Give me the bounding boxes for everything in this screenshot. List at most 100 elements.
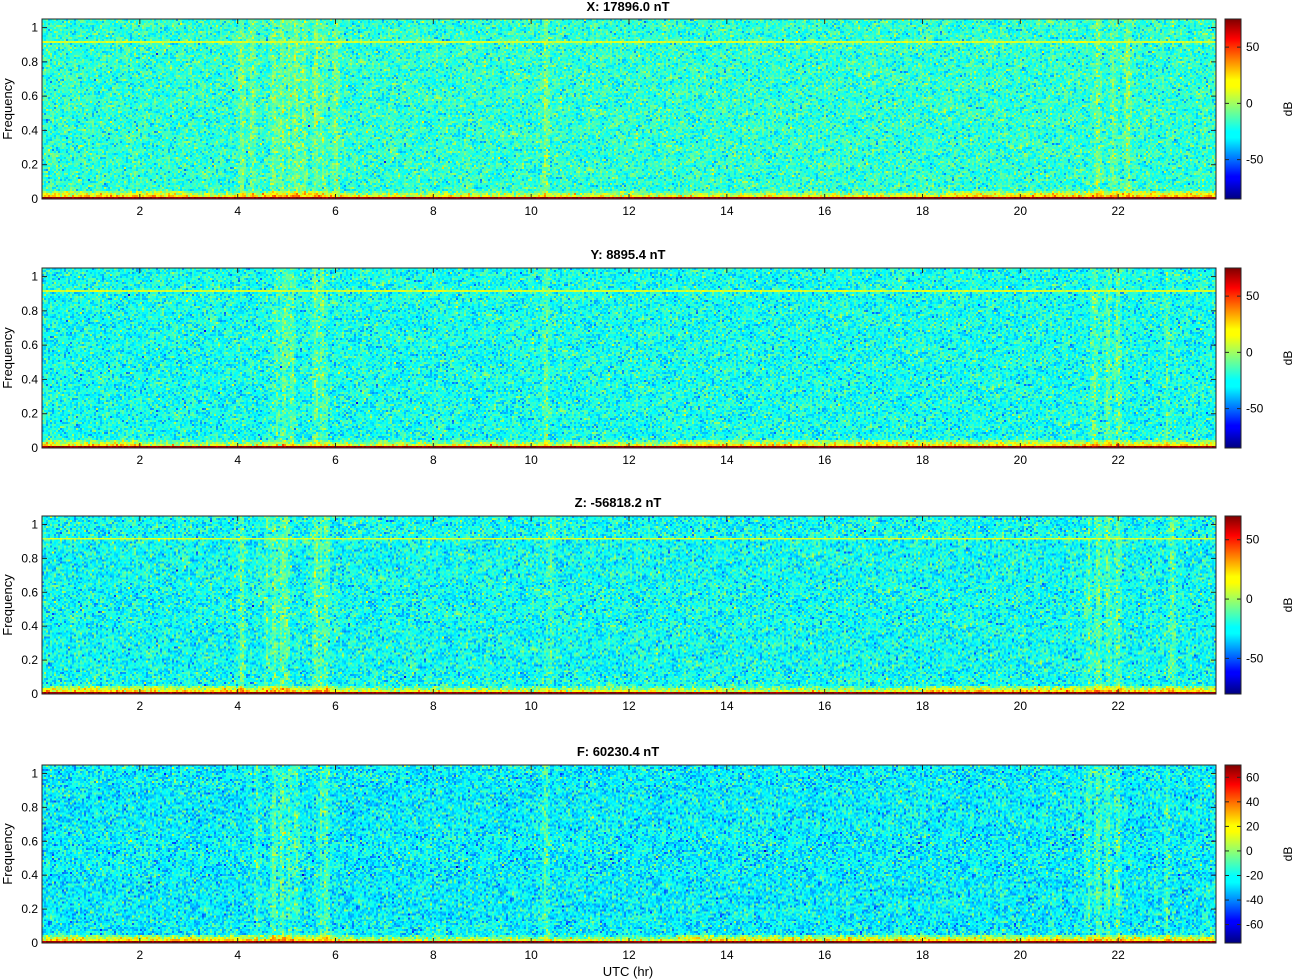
colorbar xyxy=(1224,515,1242,695)
colorbar-tick-label: -60 xyxy=(1246,918,1264,932)
x-tick-label: 14 xyxy=(720,453,734,467)
colorbar-tick-label: 0 xyxy=(1246,96,1253,110)
y-tick-label: 0.8 xyxy=(21,551,38,565)
y-ticks: 0 0.2 0.4 0.6 0.8 1 xyxy=(21,21,1216,206)
x-tick-label: 12 xyxy=(622,948,636,962)
x-tick-label: 10 xyxy=(524,948,538,962)
y-tick-label: 1 xyxy=(31,766,38,780)
y-ticks: 0 0.2 0.4 0.6 0.8 1 xyxy=(21,517,1216,701)
x-tick-label: 18 xyxy=(916,948,930,962)
x-axis-label: UTC (hr) xyxy=(603,964,654,979)
colorbar-tick-label: -50 xyxy=(1246,402,1264,416)
y-axis-label: Frequency xyxy=(0,78,15,140)
x-tick-label: 12 xyxy=(622,453,636,467)
panel-title: X: 17896.0 nT xyxy=(586,0,669,14)
y-tick-label: 0 xyxy=(31,441,38,455)
x-tick-label: 22 xyxy=(1111,948,1125,962)
x-ticks: 2 4 6 8 10 12 14 16 18 20 22 xyxy=(136,19,1125,218)
y-axis-label: Frequency xyxy=(0,574,15,636)
panel-title: F: 60230.4 nT xyxy=(577,744,659,759)
colorbar-label: dB xyxy=(1281,847,1295,862)
colorbar-label: dB xyxy=(1281,598,1295,613)
x-tick-label: 20 xyxy=(1014,948,1028,962)
colorbar xyxy=(1224,18,1242,200)
y-tick-label: 0 xyxy=(31,936,38,950)
colorbar-ticks: -60 -40 -20 0 20 40 60 xyxy=(1225,770,1264,932)
y-tick-label: 0.4 xyxy=(21,868,38,882)
x-tick-label: 14 xyxy=(720,699,734,713)
colorbar-tick-label: -40 xyxy=(1246,893,1264,907)
panel-title: Z: -56818.2 nT xyxy=(575,495,662,510)
y-ticks: 0 0.2 0.4 0.6 0.8 1 xyxy=(21,766,1216,950)
y-tick-label: 0.2 xyxy=(21,407,38,421)
panel-z: Z: -56818.2 nT 2 4 6 8 10 12 14 16 18 20 22 00.20.… xyxy=(0,495,1295,713)
y-tick-label: 0.2 xyxy=(21,902,38,916)
panel-y: Y: 8895.4 nT 2 4 6 8 10 12 14 16 18 20 22 00.20.40… xyxy=(0,247,1295,467)
colorbar-tick-label: 50 xyxy=(1246,289,1260,303)
colorbar-label: dB xyxy=(1281,351,1295,366)
spectrogram-image xyxy=(42,268,1216,448)
y-tick-label: 0.6 xyxy=(21,89,38,103)
x-tick-label: 8 xyxy=(430,948,437,962)
y-tick-label: 0 xyxy=(31,687,38,701)
panel-title: Y: 8895.4 nT xyxy=(591,247,666,262)
x-tick-label: 8 xyxy=(430,699,437,713)
colorbar-tick-label: -20 xyxy=(1246,868,1264,882)
y-tick-label: 0.8 xyxy=(21,304,38,318)
colorbar-tick-label: 60 xyxy=(1246,770,1260,784)
x-tick-label: 2 xyxy=(136,699,143,713)
y-ticks: 0 0.2 0.4 0.6 0.8 1 xyxy=(21,270,1216,455)
x-tick-label: 20 xyxy=(1014,204,1028,218)
colorbar-tick-label: 0 xyxy=(1246,345,1253,359)
panel-x: X: 17896.0 nT 2 4 6 8 10 12 14 16 18 20 22 00.20.4… xyxy=(0,0,1295,218)
y-tick-label: 0.6 xyxy=(21,834,38,848)
colorbar-tick-label: 0 xyxy=(1246,844,1253,858)
x-tick-label: 22 xyxy=(1111,699,1125,713)
colorbar-ticks: -50 0 50 xyxy=(1225,533,1264,665)
panel-f: F: 60230.4 nT 2 4 6 8 10 12 14 16 18 20 22 00.20.4… xyxy=(0,744,1295,979)
x-ticks: 2 4 6 8 10 12 14 16 18 20 22 xyxy=(136,765,1125,962)
x-tick-label: 22 xyxy=(1111,204,1125,218)
y-tick-label: 0 xyxy=(31,192,38,206)
spectrogram-image xyxy=(42,516,1216,694)
x-tick-label: 10 xyxy=(524,204,538,218)
y-tick-label: 0.6 xyxy=(21,338,38,352)
x-tick-label: 18 xyxy=(916,453,930,467)
colorbar-tick-label: 0 xyxy=(1246,592,1253,606)
colorbar-tick-label: 40 xyxy=(1246,795,1260,809)
x-tick-label: 16 xyxy=(818,948,832,962)
x-ticks: 2 4 6 8 10 12 14 16 18 20 22 xyxy=(136,268,1125,467)
colorbar-label: dB xyxy=(1281,102,1295,117)
x-tick-label: 20 xyxy=(1014,453,1028,467)
x-tick-label: 4 xyxy=(234,204,241,218)
y-tick-label: 0.8 xyxy=(21,55,38,69)
colorbar-tick-label: -50 xyxy=(1246,651,1264,665)
y-tick-label: 0.4 xyxy=(21,123,38,137)
x-tick-label: 2 xyxy=(136,948,143,962)
x-tick-label: 6 xyxy=(332,948,339,962)
x-tick-label: 12 xyxy=(622,204,636,218)
spectrogram-image xyxy=(42,19,1216,199)
x-tick-label: 4 xyxy=(234,948,241,962)
x-tick-label: 16 xyxy=(818,699,832,713)
x-tick-label: 14 xyxy=(720,204,734,218)
y-tick-label: 1 xyxy=(31,270,38,284)
y-tick-label: 0.2 xyxy=(21,653,38,667)
y-tick-label: 1 xyxy=(31,21,38,35)
colorbar-ticks: -50 0 50 xyxy=(1225,289,1264,416)
y-tick-label: 0.8 xyxy=(21,800,38,814)
x-tick-label: 6 xyxy=(332,204,339,218)
y-axis-label: Frequency xyxy=(0,327,15,389)
colorbar-tick-label: 50 xyxy=(1246,40,1260,54)
x-ticks: 2 4 6 8 10 12 14 16 18 20 22 xyxy=(136,516,1125,713)
x-tick-label: 10 xyxy=(524,453,538,467)
x-tick-label: 12 xyxy=(622,699,636,713)
x-tick-label: 10 xyxy=(524,699,538,713)
x-tick-label: 14 xyxy=(720,948,734,962)
x-tick-label: 20 xyxy=(1014,699,1028,713)
x-tick-label: 4 xyxy=(234,453,241,467)
x-tick-label: 16 xyxy=(818,204,832,218)
colorbar-tick-label: -50 xyxy=(1246,153,1264,167)
x-tick-label: 18 xyxy=(916,204,930,218)
